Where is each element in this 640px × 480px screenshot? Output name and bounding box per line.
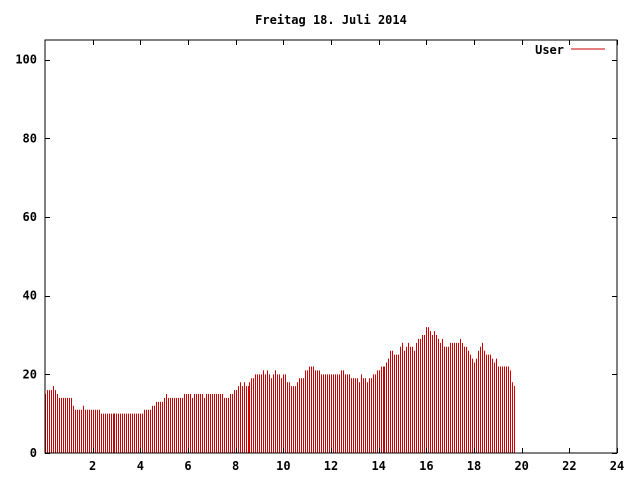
x-tick-label: 4 <box>137 459 144 473</box>
legend-entry-user: User <box>535 43 564 57</box>
y-tick-label: 40 <box>23 289 37 303</box>
x-tick-label: 6 <box>184 459 191 473</box>
x-tick-label: 14 <box>371 459 385 473</box>
chart-title: Freitag 18. Juli 2014 <box>255 13 407 27</box>
legend: User <box>535 43 605 57</box>
x-tick-label: 22 <box>562 459 576 473</box>
x-tick-label: 16 <box>419 459 433 473</box>
x-tick-label: 20 <box>514 459 528 473</box>
x-tick-label: 18 <box>467 459 481 473</box>
x-axis: 2 4 6 8 10 12 14 16 18 20 22 24 <box>89 40 624 473</box>
x-tick-label: 8 <box>232 459 239 473</box>
y-axis: 0 20 40 60 80 100 <box>15 53 617 460</box>
x-tick-label: 24 <box>610 459 624 473</box>
x-tick-label: 10 <box>276 459 290 473</box>
x-tick-label: 2 <box>89 459 96 473</box>
y-tick-label: 20 <box>23 367 37 381</box>
y-tick-label: 0 <box>30 446 37 460</box>
bar-series-user <box>45 327 515 453</box>
x-tick-label: 12 <box>324 459 338 473</box>
y-tick-label: 80 <box>23 131 37 145</box>
y-tick-label: 60 <box>23 210 37 224</box>
y-tick-label: 100 <box>15 53 37 67</box>
